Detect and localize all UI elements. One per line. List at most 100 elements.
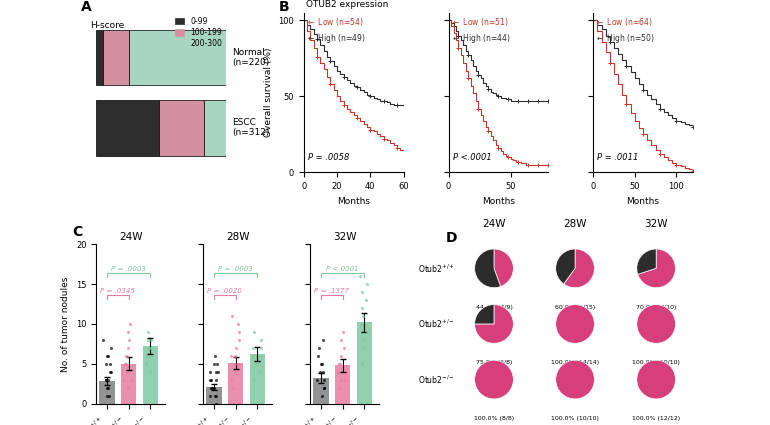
Text: $\leftarrow$ Low (n=64): $\leftarrow$ Low (n=64)	[595, 16, 653, 28]
Point	[121, 368, 133, 375]
Text: 44.4% (4/9): 44.4% (4/9)	[476, 305, 512, 309]
Point	[124, 377, 136, 383]
Text: D: D	[445, 231, 457, 245]
Text: Normal
(n=220): Normal (n=220)	[233, 48, 270, 67]
Point	[232, 360, 244, 367]
Bar	[313, 378, 329, 404]
Text: H-score: H-score	[90, 21, 124, 30]
X-axis label: Months: Months	[482, 197, 515, 206]
Point	[338, 377, 350, 383]
Wedge shape	[474, 305, 514, 343]
Point	[316, 337, 329, 343]
Bar	[335, 366, 350, 404]
Point	[318, 384, 330, 391]
Point	[120, 352, 132, 359]
Text: P = .0003: P = .0003	[111, 266, 146, 272]
X-axis label: Months: Months	[337, 197, 370, 206]
Point	[251, 360, 263, 367]
Wedge shape	[474, 305, 494, 324]
Point	[102, 352, 114, 359]
Wedge shape	[556, 249, 575, 284]
Text: P <.0001: P <.0001	[453, 153, 491, 162]
Point	[313, 345, 325, 351]
Point	[317, 377, 330, 383]
Point	[358, 345, 370, 351]
Point	[102, 377, 115, 383]
Point	[209, 352, 221, 359]
Point	[334, 360, 346, 367]
Text: $\leftarrow$ High (n=44): $\leftarrow$ High (n=44)	[450, 32, 511, 45]
Point	[356, 305, 368, 312]
Bar	[206, 387, 222, 404]
Point	[145, 337, 157, 343]
Point	[206, 384, 218, 391]
Point	[229, 352, 242, 359]
Point	[104, 368, 116, 375]
Point	[353, 273, 366, 280]
Point	[361, 329, 373, 335]
Point	[313, 352, 325, 359]
Point	[210, 377, 223, 383]
Wedge shape	[556, 360, 594, 399]
Bar	[228, 363, 243, 404]
Point	[208, 384, 220, 391]
Point	[143, 368, 156, 375]
Point	[314, 368, 326, 375]
Text: 100.0% (12/12): 100.0% (12/12)	[632, 416, 680, 421]
Point	[360, 280, 373, 287]
Point	[121, 352, 133, 359]
Point	[316, 360, 329, 367]
Bar	[142, 346, 158, 404]
Point	[356, 360, 368, 367]
Point	[122, 329, 134, 335]
Bar	[96, 29, 102, 85]
Point	[333, 360, 345, 367]
Text: 70.0% (7/10): 70.0% (7/10)	[636, 305, 676, 309]
Text: 100.0% (10/10): 100.0% (10/10)	[632, 360, 680, 365]
Point	[142, 329, 155, 335]
Point	[212, 368, 224, 375]
Point	[209, 368, 222, 375]
Point	[210, 392, 223, 399]
Text: Otub2$^{+/-}$: Otub2$^{+/-}$	[418, 318, 455, 330]
Point	[103, 360, 116, 367]
Point	[100, 360, 112, 367]
Text: 28W: 28W	[564, 219, 587, 229]
Bar	[99, 381, 115, 404]
Text: P = .0020: P = .0020	[207, 289, 243, 295]
Point	[255, 337, 267, 343]
Bar	[121, 364, 136, 404]
Point	[204, 377, 216, 383]
Point	[206, 384, 218, 391]
Point	[102, 384, 114, 391]
Text: OTUB2 expression: OTUB2 expression	[306, 0, 388, 9]
Text: 100.0% (8/8): 100.0% (8/8)	[474, 416, 514, 421]
Bar	[357, 322, 372, 404]
Text: P = .1377: P = .1377	[314, 289, 350, 295]
Point	[360, 297, 372, 303]
Legend: 0-99, 100-199, 200-300: 0-99, 100-199, 200-300	[175, 17, 223, 48]
Point	[100, 377, 112, 383]
Point	[232, 320, 244, 327]
Text: 100.0% (14/14): 100.0% (14/14)	[551, 360, 599, 365]
Point	[248, 329, 260, 335]
Point	[249, 360, 261, 367]
Wedge shape	[474, 360, 514, 399]
Text: 32W: 32W	[644, 219, 668, 229]
Text: 24W: 24W	[482, 219, 506, 229]
Y-axis label: Overall survival (%): Overall survival (%)	[264, 48, 273, 137]
Text: 60.0% (9/15): 60.0% (9/15)	[555, 305, 595, 309]
Point	[122, 384, 134, 391]
Text: Otub2$^{+/+}$: Otub2$^{+/+}$	[418, 262, 455, 275]
Title: 24W: 24W	[119, 232, 142, 242]
Point	[335, 337, 347, 343]
Point	[102, 392, 115, 399]
Text: Otub2$^{-/-}$: Otub2$^{-/-}$	[418, 374, 455, 386]
Text: $\leftarrow$ Low (n=54): $\leftarrow$ Low (n=54)	[306, 16, 363, 28]
Point	[142, 345, 155, 351]
Text: $\leftarrow$ Low (n=51): $\leftarrow$ Low (n=51)	[450, 16, 508, 28]
Point	[355, 320, 367, 327]
Point	[333, 368, 345, 375]
Point	[105, 345, 117, 351]
Point	[105, 368, 117, 375]
